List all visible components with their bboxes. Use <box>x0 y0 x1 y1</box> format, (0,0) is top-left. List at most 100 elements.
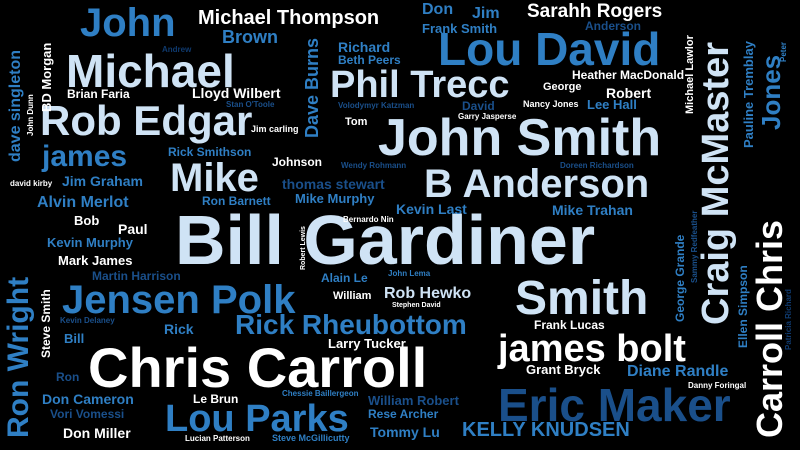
word-ron-wright: Ron Wright <box>2 276 35 438</box>
word-richard: Richard <box>338 39 391 55</box>
word-jones: Jones <box>756 54 786 130</box>
word-bill: Bill <box>64 331 85 346</box>
word-william-robert: William Robert <box>368 393 459 408</box>
word-michael-lawlor: Michael Lawlor <box>684 35 696 114</box>
word-bob: Bob <box>74 213 100 228</box>
word-robert: Robert <box>606 85 652 101</box>
word-b-anderson: B Anderson <box>424 162 650 206</box>
word-george: George <box>543 81 582 93</box>
word-lucian-patterson: Lucian Patterson <box>185 434 250 443</box>
word-alain-le: Alain Le <box>321 271 368 285</box>
word-phil-trecc: Phil Trecc <box>330 64 510 106</box>
word-jim-graham: Jim Graham <box>62 173 143 189</box>
word-andrew: Andrew <box>162 45 192 54</box>
word-garry-jasperse: Garry Jasperse <box>458 112 517 121</box>
word-kevin-delaney: Kevin Delaney <box>60 316 115 325</box>
word-chris-carroll: Chris Carroll <box>88 336 428 399</box>
word-kevin-murphy: Kevin Murphy <box>47 235 133 250</box>
word-wendy-rohmann: Wendy Rohmann <box>341 161 407 170</box>
word-james-bolt: james bolt <box>498 328 686 370</box>
word-alvin-merlot: Alvin Merlot <box>37 194 129 211</box>
word-rick-rheubottom: Rick Rheubottom <box>235 309 467 340</box>
word-rob-edgar: Rob Edgar <box>40 97 253 144</box>
word-david-kirby: david kirby <box>10 179 53 188</box>
word-vori-vomessi: Vori Vomessi <box>50 407 125 421</box>
word-john-smith: John Smith <box>378 109 662 167</box>
word-mark-james: Mark James <box>58 253 133 268</box>
word-grant-bryck: Grant Bryck <box>526 362 601 377</box>
word-william: William <box>333 290 372 302</box>
word-don-cameron: Don Cameron <box>42 391 134 407</box>
word-rese-archer: Rese Archer <box>368 407 439 421</box>
word-kevin-last: Kevin Last <box>396 201 467 217</box>
word-anderson: Anderson <box>585 19 642 33</box>
word-lee-hall: Lee Hall <box>587 97 637 112</box>
word-bernardo-nin: Bernardo Nin <box>343 215 394 224</box>
word-lou-david: Lou David <box>438 23 661 75</box>
word-steve-smith: Steve Smith <box>39 289 53 358</box>
word-don: Don <box>422 1 454 18</box>
word-robert-lewis: Robert Lewis <box>300 226 307 270</box>
word-ron: Ron <box>56 370 80 384</box>
word-martin-harrison: Martin Harrison <box>92 269 181 283</box>
word-james: james <box>42 140 128 173</box>
word-sammy-redfeather: Sammy Redfeather <box>690 210 699 283</box>
word-john-lema: John Lema <box>388 269 431 278</box>
word-jim: Jim <box>472 5 500 22</box>
word-mike-trahan: Mike Trahan <box>552 202 633 218</box>
word-michael: Michael <box>66 45 235 97</box>
word-brown: Brown <box>222 27 278 47</box>
word-lou-parks: Lou Parks <box>165 398 349 440</box>
word-john: John <box>80 1 176 45</box>
word-rick-smithson: Rick Smithson <box>168 145 252 159</box>
word-stan-otoole: Stan O'Toole <box>226 100 275 109</box>
word-mike: Mike <box>170 156 259 200</box>
word-lloyd-wilbert: Lloyd Wilbert <box>192 85 281 101</box>
word-eric-maker: Eric Maker <box>498 379 731 431</box>
word-danny-foringal: Danny Foringal <box>688 381 747 390</box>
word-mike-murphy: Mike Murphy <box>295 191 375 206</box>
word-frank-lucas: Frank Lucas <box>534 318 605 332</box>
word-stephen-david: Stephen David <box>392 302 441 309</box>
word-rob-hewko: Rob Hewko <box>384 285 472 302</box>
word-peter: Peter <box>779 41 788 62</box>
word-sarahh-rogers: Sarahh Rogers <box>527 1 663 22</box>
word-dave-burns: Dave Burns <box>302 37 322 138</box>
word-carroll-chris: Carroll Chris <box>749 219 790 438</box>
word-bill-gardiner: Bill Gardiner <box>175 201 596 279</box>
word-johnson: Johnson <box>272 155 322 169</box>
word-nancy-jones: Nancy Jones <box>523 99 579 109</box>
word-paul: Paul <box>118 221 148 237</box>
word-le-brun: Le Brun <box>193 392 239 406</box>
word-john-dunn: John Dunn <box>26 94 35 136</box>
word-craig-mcmaster: Craig McMaster <box>695 42 737 325</box>
word-kelly-knudsen: KELLY KNUDSEN <box>462 419 630 441</box>
word-david: David <box>462 99 495 113</box>
word-doreen-richardson: Doreen Richardson <box>560 161 634 170</box>
word-frank-smith: Frank Smith <box>422 21 498 36</box>
word-brian-faria: Brian Faria <box>67 87 130 101</box>
word-ron-barnett: Ron Barnett <box>202 194 271 208</box>
word-michael-thompson: Michael Thompson <box>198 7 380 29</box>
word-steve-mcgillicutty: Steve McGillicutty <box>272 433 350 443</box>
word-dave-singleton: dave singleton <box>7 49 24 162</box>
word-heather-macdonald: Heather MacDonald <box>572 68 685 82</box>
word-jensen-polk: Jensen Polk <box>62 278 296 322</box>
word-diane-randle: Diane Randle <box>627 363 729 380</box>
word-smith: Smith <box>515 272 649 325</box>
word-bd-morgan: BD Morgan <box>39 42 54 112</box>
word-thomas-stewart: thomas stewart <box>282 176 385 192</box>
word-rick: Rick <box>164 321 194 337</box>
word-larry-tucker: Larry Tucker <box>328 336 406 351</box>
word-tom: Tom <box>345 116 368 128</box>
word-beth-peers: Beth Peers <box>338 53 401 67</box>
word-volodymyr-katzman: Volodymyr Katzman <box>338 101 415 110</box>
word-jim-carling: Jim carling <box>251 124 299 134</box>
word-don-miller: Don Miller <box>63 425 131 441</box>
word-chessie-baillergeon: Chessie Baillergeon <box>282 389 359 398</box>
word-ellen-simpson: Ellen Simpson <box>736 265 750 348</box>
word-george-grande: George Grande <box>673 234 687 322</box>
word-patricia-richard: Patricia Richard <box>784 289 793 350</box>
word-tommy-lu: Tommy Lu <box>370 424 440 440</box>
